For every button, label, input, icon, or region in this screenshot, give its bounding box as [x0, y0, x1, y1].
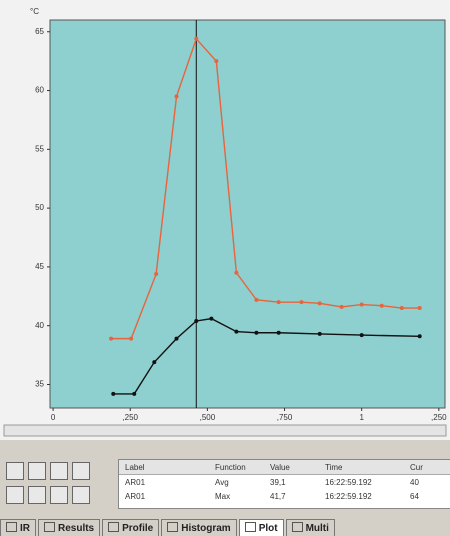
tab-label: Results — [58, 523, 95, 534]
cell: 41,7 — [270, 491, 286, 501]
tab-icon — [108, 522, 120, 532]
tab[interactable]: Plot — [238, 519, 284, 536]
tab[interactable]: Histogram — [161, 519, 237, 536]
tab[interactable]: IR — [0, 519, 36, 536]
tab-label: Plot — [258, 523, 278, 534]
point — [174, 94, 179, 99]
column-header: Label — [125, 462, 145, 472]
point — [194, 318, 199, 323]
zoom-in[interactable] — [6, 486, 24, 504]
y-tick-label: 50 — [35, 203, 44, 212]
y-tick-label: 60 — [35, 86, 44, 95]
point — [317, 331, 322, 336]
tabs: IR Results Profile Histogram Plot Multi — [0, 519, 450, 536]
cell: AR01 — [125, 491, 146, 501]
header-row: Label Function Value Time Cur — [119, 460, 450, 475]
point — [276, 300, 281, 305]
point — [132, 391, 137, 396]
point — [299, 300, 304, 305]
y-tick-label: 40 — [35, 321, 44, 330]
point — [339, 304, 344, 309]
point — [214, 59, 219, 64]
point — [317, 301, 322, 306]
cell: AR01 — [125, 477, 146, 487]
zoom[interactable] — [50, 486, 68, 504]
tab-label: Profile — [122, 523, 154, 534]
column-header: Time — [325, 462, 343, 472]
point — [254, 297, 259, 302]
y-tick-label: 55 — [35, 144, 44, 153]
legend-table: Label Function Value Time Cur AR01 Avg 39,1 16:2… — [118, 459, 450, 509]
tab[interactable]: Results — [38, 519, 101, 536]
point — [234, 270, 239, 275]
column-header: Cur — [410, 462, 423, 472]
point — [154, 271, 159, 276]
column-header: Function — [215, 462, 246, 472]
point — [194, 36, 199, 41]
tab-icon — [167, 522, 179, 532]
point — [379, 303, 384, 308]
point — [152, 360, 157, 365]
chart: °C 35 40 45 50 55 60 65 0 ,250 ,500 ,750 1 ,250 — [0, 0, 450, 440]
point — [359, 333, 364, 338]
x-tick-label: ,750 — [277, 413, 293, 422]
point — [276, 330, 281, 335]
cell: Avg — [215, 477, 229, 487]
x-tick-label: 0 — [51, 413, 56, 422]
point — [417, 334, 422, 339]
tab-icon — [44, 522, 55, 532]
tab-icon — [291, 522, 303, 532]
x-tick-label: ,500 — [200, 413, 216, 422]
tab-label: Multi — [305, 523, 329, 534]
cell: 40 — [410, 477, 419, 487]
cell: 39,1 — [270, 477, 286, 487]
tab-icon — [244, 522, 256, 532]
point — [417, 306, 422, 311]
tab-label: Histogram — [181, 523, 231, 534]
x-tick-label: 1 — [359, 413, 364, 422]
scrollbar[interactable] — [3, 424, 447, 437]
tab[interactable]: Profile — [102, 519, 160, 536]
tab-icon — [6, 522, 17, 532]
unit: °C — [30, 7, 39, 16]
cell: 16:22:59.192 — [325, 477, 372, 487]
series-line — [111, 37, 420, 340]
plot-area — [49, 19, 446, 409]
point — [174, 336, 179, 341]
point — [111, 391, 116, 396]
y-tick-label: 65 — [35, 27, 44, 36]
tab-label: IR — [20, 523, 30, 534]
tab[interactable]: Multi — [285, 519, 335, 536]
point — [209, 316, 214, 321]
x-tick-label: ,250 — [431, 413, 447, 422]
cell: Max — [215, 491, 231, 501]
y-tick-label: 35 — [35, 380, 44, 389]
x-tick-label: ,250 — [122, 413, 138, 422]
point — [109, 336, 114, 341]
button[interactable] — [72, 462, 90, 480]
point — [359, 302, 364, 307]
cell: 16:22:59.192 — [325, 491, 372, 501]
y-tick-label: 45 — [35, 262, 44, 271]
cell: 64 — [410, 491, 419, 501]
column-header: Value — [270, 462, 290, 472]
point — [399, 306, 404, 311]
series-line — [113, 317, 420, 395]
row: AR01 Max 41,7 16:22:59.192 64 — [119, 489, 450, 503]
button[interactable] — [72, 486, 90, 504]
point — [234, 329, 239, 334]
button[interactable] — [50, 462, 68, 480]
row: AR01 Avg 39,1 16:22:59.192 40 — [119, 475, 450, 489]
button[interactable] — [6, 462, 24, 480]
button[interactable] — [28, 462, 46, 480]
point — [129, 336, 134, 341]
point — [254, 330, 259, 335]
zoom-out[interactable] — [28, 486, 46, 504]
